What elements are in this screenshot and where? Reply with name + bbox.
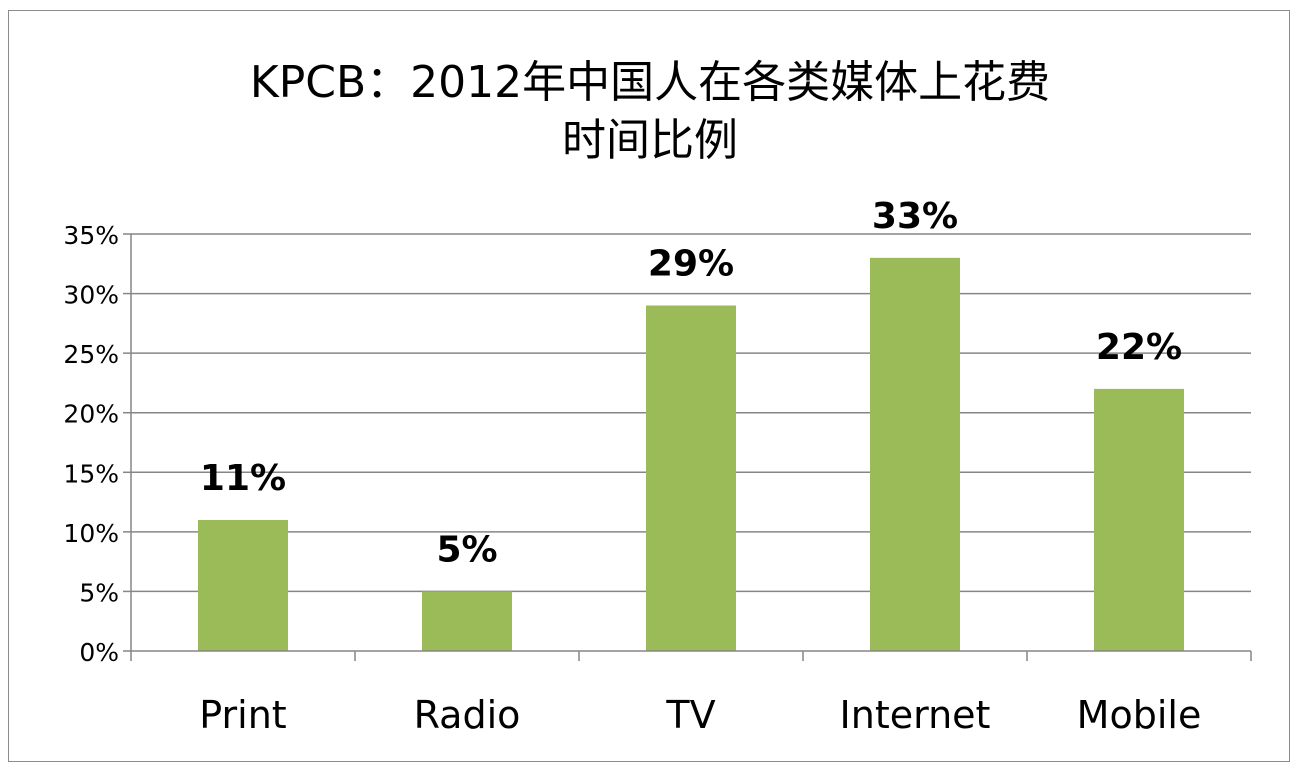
chart-title: KPCB：2012年中国人在各类媒体上花费 时间比例 xyxy=(0,54,1300,170)
y-tick-label: 20% xyxy=(63,400,119,429)
x-tick-label: Radio xyxy=(414,693,521,737)
y-tick-label: 10% xyxy=(63,519,119,548)
chart-title-line-1: KPCB：2012年中国人在各类媒体上花费 xyxy=(249,57,1051,108)
data-label: 29% xyxy=(648,243,734,284)
y-tick-label: 0% xyxy=(79,638,119,667)
x-tick-label: TV xyxy=(665,693,715,737)
y-tick-label: 30% xyxy=(63,281,119,310)
data-label: 33% xyxy=(872,196,958,237)
x-tick-label: Mobile xyxy=(1077,693,1202,737)
bar xyxy=(1094,388,1184,651)
y-tick-label: 15% xyxy=(63,459,119,488)
bar xyxy=(870,257,960,651)
data-label: 22% xyxy=(1096,327,1182,368)
y-tick-label: 5% xyxy=(79,578,119,607)
x-tick-label: Internet xyxy=(840,693,991,737)
y-tick-label: 35% xyxy=(63,221,119,250)
chart-title-line-2: 时间比例 xyxy=(562,115,738,166)
y-tick-label: 25% xyxy=(63,340,119,369)
bar xyxy=(422,591,512,651)
data-label: 5% xyxy=(436,529,497,570)
x-tick-label: Print xyxy=(199,693,286,737)
data-label: 11% xyxy=(200,458,286,499)
bar xyxy=(646,305,736,651)
bar xyxy=(198,519,288,651)
